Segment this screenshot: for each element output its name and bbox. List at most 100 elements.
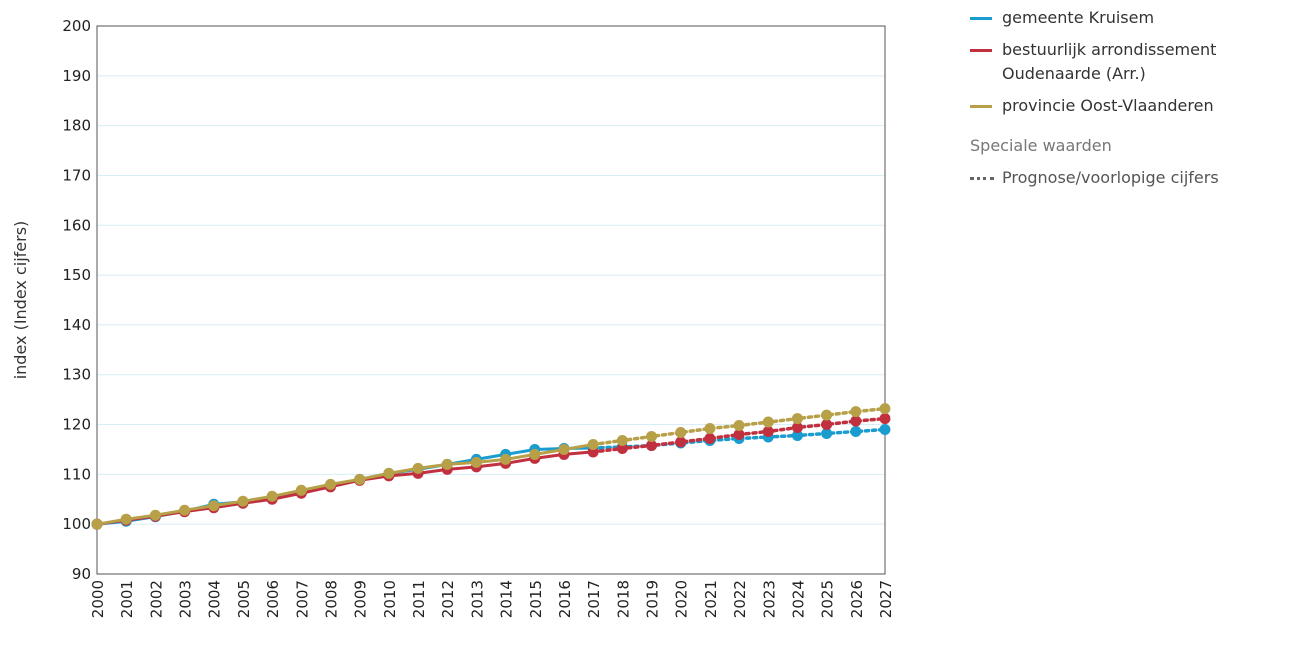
- data-point[interactable]: [324, 478, 336, 490]
- x-tick-label: 2011: [410, 580, 428, 618]
- x-tick-label: 2018: [614, 580, 632, 618]
- data-point[interactable]: [879, 413, 891, 425]
- x-tick-label: 2016: [556, 580, 574, 618]
- legend-label: gemeente Kruisem: [1002, 8, 1155, 27]
- x-tick-label: 2019: [644, 580, 662, 618]
- data-point[interactable]: [733, 429, 745, 441]
- data-point[interactable]: [149, 509, 161, 521]
- data-point[interactable]: [850, 415, 862, 427]
- y-tick-label: 130: [62, 366, 91, 384]
- legend-item[interactable]: provincie Oost-Vlaanderen: [970, 94, 1290, 118]
- data-point[interactable]: [675, 436, 687, 448]
- x-tick-label: 2009: [352, 580, 370, 618]
- data-point[interactable]: [120, 513, 132, 525]
- x-tick-label: 2006: [264, 580, 282, 618]
- data-point[interactable]: [558, 443, 570, 455]
- data-point[interactable]: [383, 467, 395, 479]
- y-tick-label: 110: [62, 465, 91, 483]
- x-tick-label: 2008: [322, 580, 340, 618]
- x-tick-label: 2026: [848, 580, 866, 618]
- legend-special-title: Speciale waarden: [970, 136, 1112, 155]
- data-point[interactable]: [646, 431, 658, 443]
- legend-swatch: [970, 105, 992, 108]
- x-tick-label: 2027: [877, 580, 895, 618]
- data-point[interactable]: [616, 434, 628, 446]
- x-tick-label: 2012: [439, 580, 457, 618]
- data-point[interactable]: [850, 426, 862, 438]
- legend-label: provincie Oost-Vlaanderen: [1002, 96, 1214, 115]
- data-point[interactable]: [850, 406, 862, 418]
- data-point[interactable]: [208, 500, 220, 512]
- data-point[interactable]: [821, 419, 833, 431]
- y-tick-label: 140: [62, 316, 91, 334]
- x-tick-label: 2021: [702, 580, 720, 618]
- data-point[interactable]: [791, 430, 803, 442]
- y-tick-label: 100: [62, 515, 91, 533]
- x-tick-label: 2001: [118, 580, 136, 618]
- y-tick-label: 120: [62, 416, 91, 434]
- x-tick-label: 2000: [89, 580, 107, 618]
- x-tick-label: 2013: [468, 580, 486, 618]
- x-tick-label: 2004: [206, 580, 224, 618]
- data-point[interactable]: [470, 456, 482, 468]
- plot-frame: [96, 25, 886, 575]
- x-tick-label: 2005: [235, 580, 253, 618]
- data-point[interactable]: [179, 504, 191, 516]
- data-point[interactable]: [733, 420, 745, 432]
- y-tick-label: 190: [62, 67, 91, 85]
- data-point[interactable]: [616, 442, 628, 454]
- x-tick-label: 2020: [673, 580, 691, 618]
- data-point[interactable]: [762, 416, 774, 428]
- data-point[interactable]: [704, 432, 716, 444]
- data-point[interactable]: [529, 448, 541, 460]
- data-point[interactable]: [675, 427, 687, 439]
- dotted-line-icon: [970, 176, 994, 180]
- legend: gemeente Kruisem bestuurlijk arrondisseme…: [970, 6, 1290, 190]
- x-tick-label: 2014: [498, 580, 516, 618]
- data-point[interactable]: [500, 453, 512, 465]
- legend-item[interactable]: gemeente Kruisem: [970, 6, 1290, 30]
- legend-label: bestuurlijk arrondissement Oudenaarde (A…: [1002, 40, 1217, 83]
- x-tick-label: 2022: [731, 580, 749, 618]
- legend-swatch: [970, 17, 992, 20]
- data-point[interactable]: [762, 426, 774, 438]
- data-point[interactable]: [587, 438, 599, 450]
- data-point[interactable]: [237, 495, 249, 507]
- data-point[interactable]: [354, 473, 366, 485]
- y-tick-label: 170: [62, 166, 91, 184]
- x-tick-label: 2023: [760, 580, 778, 618]
- data-point[interactable]: [791, 413, 803, 425]
- legend-special-item: Prognose/voorlopige cijfers: [970, 166, 1290, 190]
- x-tick-label: 2025: [819, 580, 837, 618]
- legend-special-label: Prognose/voorlopige cijfers: [1002, 168, 1219, 187]
- legend-series-list: gemeente Kruisem bestuurlijk arrondisseme…: [970, 6, 1290, 118]
- data-point[interactable]: [821, 409, 833, 421]
- y-tick-label: 200: [62, 17, 91, 35]
- data-point[interactable]: [704, 423, 716, 435]
- y-tick-label: 180: [62, 117, 91, 135]
- data-point[interactable]: [821, 428, 833, 440]
- data-point[interactable]: [412, 462, 424, 474]
- x-tick-label: 2015: [527, 580, 545, 618]
- data-point[interactable]: [791, 422, 803, 434]
- x-tick-label: 2002: [147, 580, 165, 618]
- data-point[interactable]: [441, 458, 453, 470]
- data-point[interactable]: [91, 518, 103, 530]
- data-point[interactable]: [879, 403, 891, 415]
- legend-item[interactable]: bestuurlijk arrondissement Oudenaarde (A…: [970, 38, 1290, 86]
- y-tick-label: 160: [62, 216, 91, 234]
- data-point[interactable]: [879, 424, 891, 436]
- x-tick-label: 2024: [789, 580, 807, 618]
- x-tick-label: 2010: [381, 580, 399, 618]
- x-tick-label: 2017: [585, 580, 603, 618]
- data-point[interactable]: [646, 439, 658, 451]
- y-axis-title: index (Index cijfers): [11, 221, 30, 380]
- y-tick-label: 90: [72, 565, 91, 583]
- data-point[interactable]: [266, 490, 278, 502]
- data-point[interactable]: [295, 484, 307, 496]
- legend-swatch: [970, 49, 992, 52]
- y-tick-label: 150: [62, 266, 91, 284]
- x-tick-label: 2003: [177, 580, 195, 618]
